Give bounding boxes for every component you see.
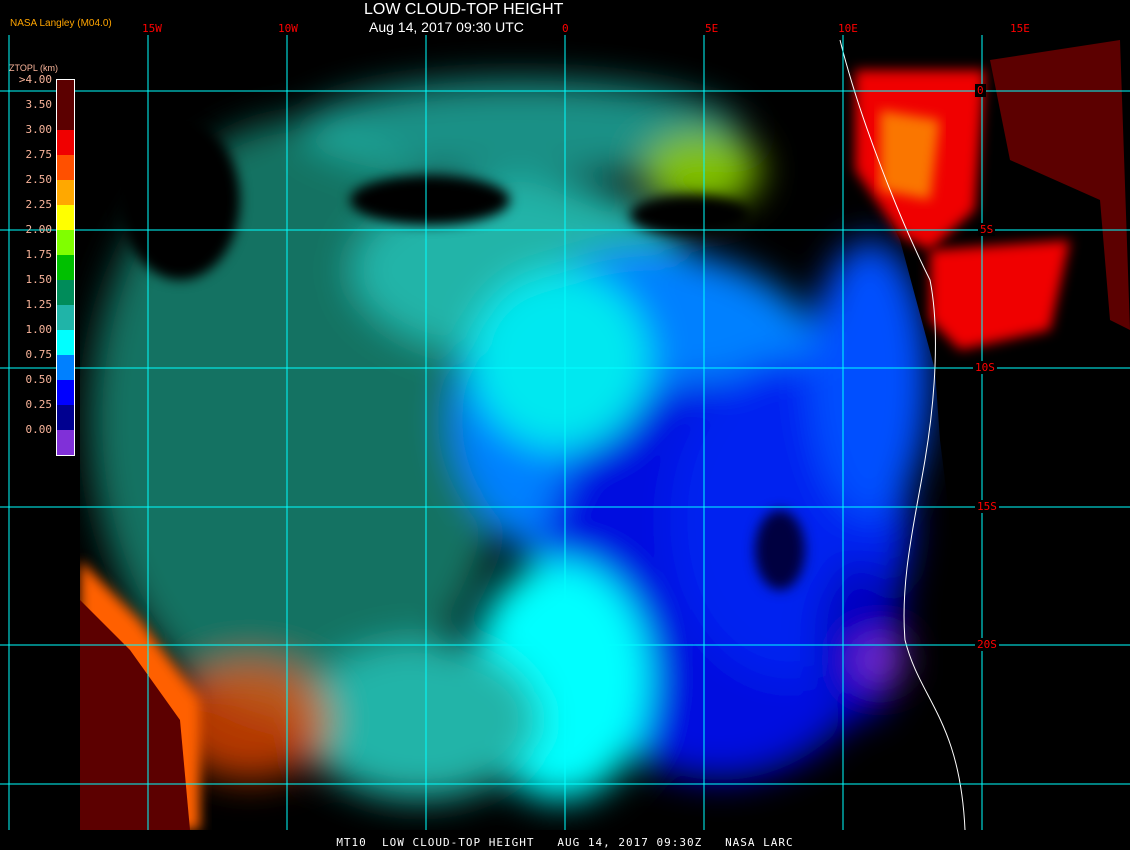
legend-label: 1.50 — [25, 273, 53, 286]
legend-label: 2.50 — [25, 173, 53, 186]
legend-label: 2.25 — [25, 198, 53, 211]
lat-label: 5S — [978, 223, 996, 236]
legend-swatch — [57, 155, 74, 180]
legend-label: 0.00 — [25, 423, 53, 436]
credit-label: NASA Langley (M04.0) — [10, 18, 112, 29]
legend-label: 0.50 — [25, 373, 53, 386]
lat-lon-grid — [0, 35, 1130, 830]
legend-title: ZTOPL (km) — [9, 63, 58, 73]
legend-swatch — [57, 280, 74, 305]
map-datetime: Aug 14, 2017 09:30 UTC — [369, 19, 524, 35]
legend-swatch — [57, 105, 74, 130]
legend-label: 3.00 — [25, 123, 53, 136]
legend-swatch — [57, 430, 74, 455]
legend-swatch — [57, 130, 74, 155]
legend-swatch — [57, 230, 74, 255]
legend-labels: >4.00 3.50 3.00 2.75 2.50 2.25 2.00 1.75 1.50 1.2… — [10, 74, 52, 449]
footer-caption: MT10 LOW CLOUD-TOP HEIGHT AUG 14, 2017 0… — [336, 836, 794, 849]
legend-swatch — [57, 405, 74, 430]
coastline — [839, 39, 966, 830]
legend-label: 0.75 — [25, 348, 53, 361]
map-title: LOW CLOUD-TOP HEIGHT — [364, 1, 564, 18]
lon-label: 0 — [562, 22, 569, 35]
legend-label: 1.00 — [25, 323, 53, 336]
legend-label: 2.75 — [25, 148, 53, 161]
lon-label: 10E — [838, 22, 858, 35]
lon-label: 10W — [278, 22, 298, 35]
cloud-field — [80, 35, 1130, 830]
legend-label: 0.25 — [25, 398, 53, 411]
legend-swatch — [57, 380, 74, 405]
legend-label: 3.50 — [25, 98, 53, 111]
legend-label: 2.00 — [25, 223, 53, 236]
legend-swatch — [57, 180, 74, 205]
legend-color-bar — [56, 79, 75, 456]
lat-label: 15S — [975, 500, 999, 513]
legend-swatch — [57, 355, 74, 380]
lat-label: 0 — [975, 84, 986, 97]
legend-swatch — [57, 80, 74, 105]
lat-label: 10S — [973, 361, 997, 374]
lat-label: 20S — [975, 638, 999, 651]
legend-label: 1.75 — [25, 248, 53, 261]
legend-swatch — [57, 255, 74, 280]
lon-label: 15E — [1010, 22, 1030, 35]
lon-label: 5E — [705, 22, 719, 35]
lon-label: 15W — [142, 22, 162, 35]
legend-swatch — [57, 305, 74, 330]
legend-swatch — [57, 330, 74, 355]
legend-label: 1.25 — [25, 298, 53, 311]
legend-label: >4.00 — [18, 73, 52, 86]
legend-swatch — [57, 205, 74, 230]
